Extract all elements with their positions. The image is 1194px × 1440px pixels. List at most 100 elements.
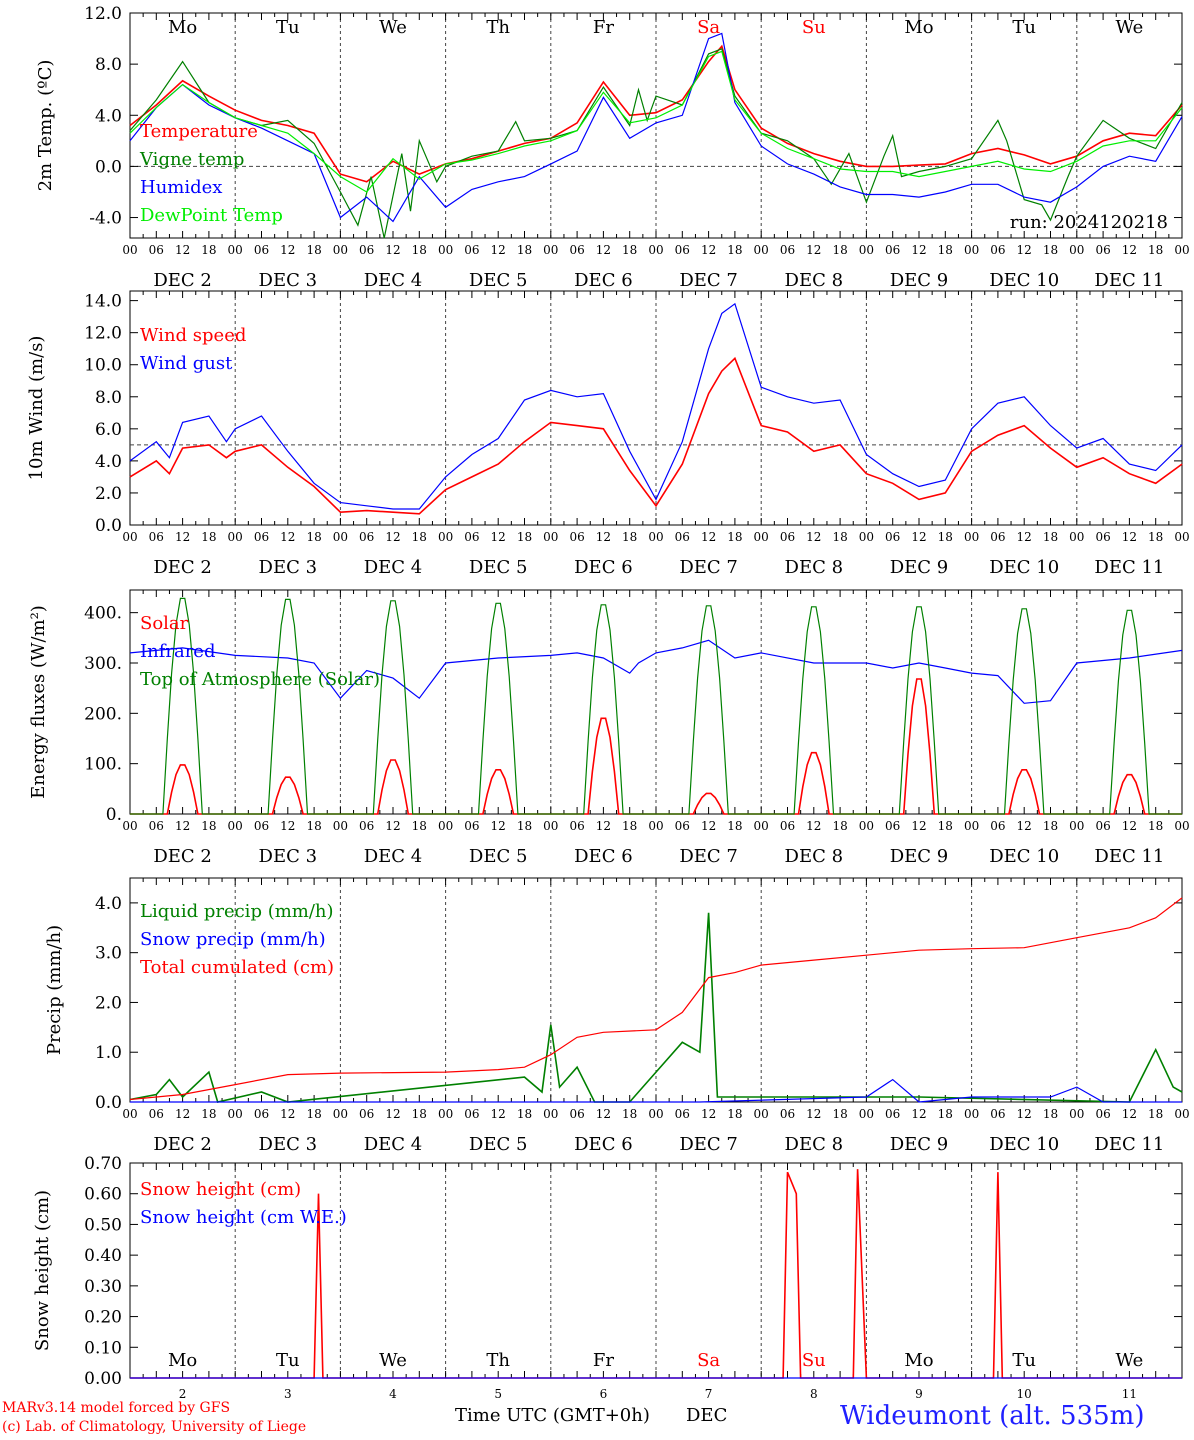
x-day-number: 6 [600, 1387, 608, 1401]
x-hour-label: 06 [885, 1107, 900, 1121]
y-axis-title: 10m Wind (m/s) [26, 336, 47, 481]
x-hour-label: 06 [675, 819, 690, 833]
series-line-liquid-precip-mm-h- [129, 912, 1183, 1103]
y-tick-label: 2.0 [95, 484, 122, 504]
x-day-label: DEC 2 [153, 846, 212, 867]
x-hour-label: 00 [859, 819, 874, 833]
y-tick-label: 0.20 [84, 1308, 122, 1328]
weekday-label: Fr [593, 17, 614, 38]
x-hour-label: 18 [412, 530, 427, 544]
x-day-label: DEC 6 [574, 557, 633, 578]
x-hour-label: 06 [675, 243, 690, 257]
weekday-label: Tu [276, 1350, 300, 1371]
series-group [129, 897, 1183, 1103]
x-hour-label: 00 [122, 819, 137, 833]
series-group [129, 302, 1183, 515]
x-hour-label: 06 [569, 1107, 584, 1121]
x-hour-label: 12 [175, 819, 190, 833]
x-hour-label: 06 [254, 243, 269, 257]
x-hour-label: 12 [806, 530, 821, 544]
x-hour-label: 06 [1095, 1107, 1110, 1121]
x-hour-label: 12 [175, 530, 190, 544]
x-hour-label: 18 [622, 1107, 637, 1121]
x-day-label: DEC 3 [259, 1134, 318, 1155]
x-hour-label: 12 [911, 1107, 926, 1121]
weekday-label: Tu [1012, 17, 1036, 38]
x-day-number: 7 [705, 1387, 713, 1401]
x-hour-label: 18 [201, 1107, 216, 1121]
x-day-label: DEC 6 [574, 846, 633, 867]
series-line-wind-speed [129, 356, 1183, 515]
x-hour-label: 18 [938, 1107, 953, 1121]
lab-credit: (c) Lab. of Climatology, University of L… [2, 1419, 307, 1435]
x-hour-label: 12 [596, 819, 611, 833]
x-hour-label: 18 [938, 530, 953, 544]
x-hour-label: 06 [780, 1107, 795, 1121]
x-day-label: DEC 3 [259, 270, 318, 291]
x-hour-label: 18 [727, 819, 742, 833]
legend-entry: Vigne temp [139, 149, 244, 170]
weekday-label: We [379, 1350, 407, 1371]
x-hour-label: 00 [438, 243, 453, 257]
x-day-number: 10 [1017, 1387, 1032, 1401]
y-tick-label: 400. [84, 604, 122, 624]
x-day-number: 4 [389, 1387, 397, 1401]
x-day-label: DEC 6 [574, 1134, 633, 1155]
legend-entry: Snow precip (mm/h) [140, 929, 326, 950]
x-hour-label: 18 [622, 530, 637, 544]
x-hour-label: 06 [780, 530, 795, 544]
x-hour-label: 18 [306, 530, 321, 544]
x-hour-label: 12 [596, 243, 611, 257]
x-hour-label: 00 [122, 1107, 137, 1121]
y-tick-label: 0.10 [84, 1338, 122, 1358]
x-hour-label: 18 [412, 243, 427, 257]
y-tick-label: 0.40 [84, 1246, 122, 1266]
x-day-label: DEC 8 [785, 557, 844, 578]
legend-entry: Wind speed [140, 325, 246, 346]
x-day-label: DEC 9 [890, 1134, 949, 1155]
x-hour-label: 00 [438, 1107, 453, 1121]
series-group [130, 1169, 1182, 1379]
x-hour-label: 00 [1174, 819, 1189, 833]
y-tick-label: 8.0 [95, 388, 122, 408]
x-hour-label: 00 [648, 530, 663, 544]
x-hour-label: 06 [780, 243, 795, 257]
x-day-label: DEC 10 [989, 557, 1059, 578]
weekday-label: Su [802, 17, 826, 38]
x-hour-label: 00 [228, 243, 243, 257]
x-hour-label: 00 [438, 819, 453, 833]
x-hour-label: 06 [1095, 819, 1110, 833]
x-axis-month: DEC [686, 1405, 728, 1426]
x-day-label: DEC 10 [989, 270, 1059, 291]
x-day-label: DEC 9 [890, 557, 949, 578]
legend-entry: Temperature [140, 121, 258, 142]
x-hour-label: 00 [648, 243, 663, 257]
weekday-label: Mo [904, 17, 933, 38]
x-hour-label: 12 [491, 243, 506, 257]
series-line-snow-precip-mm-h- [130, 1078, 1182, 1103]
y-tick-label: 3.0 [95, 944, 122, 964]
x-hour-label: 18 [517, 243, 532, 257]
y-tick-label: 200. [84, 704, 122, 724]
x-hour-label: 12 [1122, 243, 1137, 257]
x-hour-label: 18 [938, 819, 953, 833]
x-hour-label: 06 [1095, 530, 1110, 544]
x-hour-label: 18 [832, 819, 847, 833]
x-hour-label: 06 [149, 530, 164, 544]
x-hour-label: 18 [306, 243, 321, 257]
x-hour-label: 12 [1017, 243, 1032, 257]
x-hour-label: 06 [885, 243, 900, 257]
x-hour-label: 06 [990, 243, 1005, 257]
x-hour-label: 00 [648, 1107, 663, 1121]
x-hour-label: 06 [464, 1107, 479, 1121]
model-credit: MARv3.14 model forced by GFS [2, 1400, 231, 1416]
series-line-vigne-temp [129, 48, 1183, 239]
x-hour-label: 06 [359, 243, 374, 257]
x-day-label: DEC 3 [259, 557, 318, 578]
weekday-label: Mo [168, 17, 197, 38]
station-label: Wideumont (alt. 535m) [840, 1401, 1145, 1431]
y-tick-label: 0.0 [95, 157, 122, 177]
x-axis-title: Time UTC (GMT+0h) [455, 1405, 650, 1426]
panel-5: 0.70 0.60 0.50 0.40 0.30 0.20 0.10 0.00 Snow hei… [32, 1154, 1183, 1401]
y-tick-label: 0.50 [84, 1215, 122, 1235]
